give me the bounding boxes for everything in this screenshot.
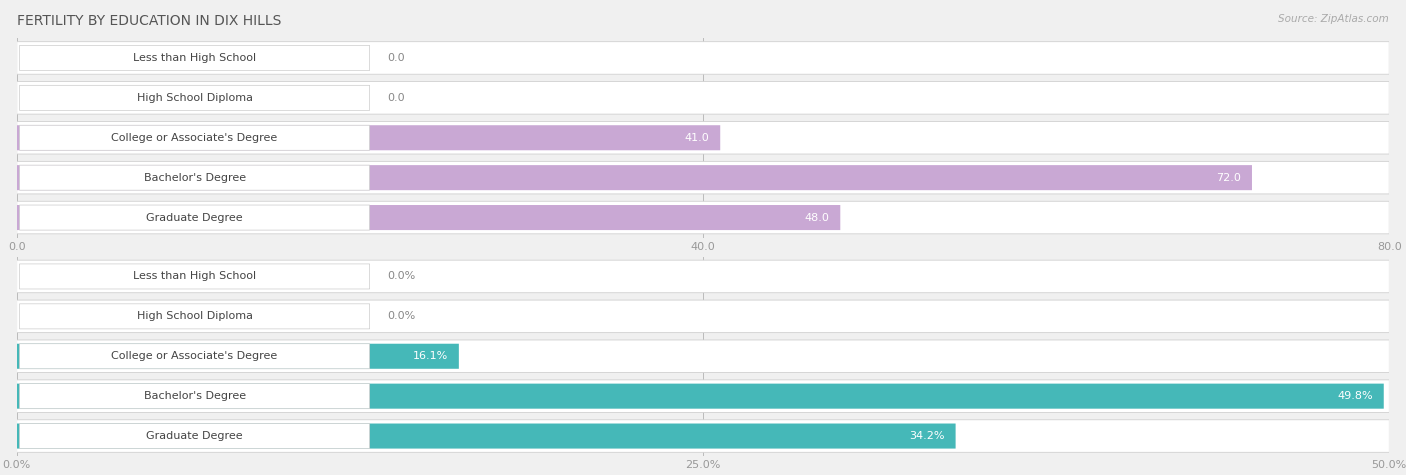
Text: 0.0: 0.0 xyxy=(388,93,405,103)
FancyBboxPatch shape xyxy=(17,125,720,150)
Text: High School Diploma: High School Diploma xyxy=(136,311,253,322)
FancyBboxPatch shape xyxy=(20,165,370,190)
Text: 49.8%: 49.8% xyxy=(1337,391,1372,401)
FancyBboxPatch shape xyxy=(17,424,956,448)
FancyBboxPatch shape xyxy=(17,82,1389,114)
Text: 0.0: 0.0 xyxy=(388,53,405,63)
FancyBboxPatch shape xyxy=(17,162,1389,194)
Text: Bachelor's Degree: Bachelor's Degree xyxy=(143,172,246,183)
FancyBboxPatch shape xyxy=(17,42,1389,74)
FancyBboxPatch shape xyxy=(17,420,1389,452)
FancyBboxPatch shape xyxy=(20,125,370,150)
FancyBboxPatch shape xyxy=(20,344,370,369)
FancyBboxPatch shape xyxy=(17,165,1251,190)
Text: 16.1%: 16.1% xyxy=(412,351,447,361)
Text: Less than High School: Less than High School xyxy=(134,53,256,63)
Text: Graduate Degree: Graduate Degree xyxy=(146,431,243,441)
FancyBboxPatch shape xyxy=(20,86,370,110)
FancyBboxPatch shape xyxy=(17,260,1389,293)
Text: Less than High School: Less than High School xyxy=(134,271,256,282)
Text: Graduate Degree: Graduate Degree xyxy=(146,212,243,223)
Text: Bachelor's Degree: Bachelor's Degree xyxy=(143,391,246,401)
Text: College or Associate's Degree: College or Associate's Degree xyxy=(111,351,278,361)
Text: 41.0: 41.0 xyxy=(685,133,709,143)
Text: 72.0: 72.0 xyxy=(1216,172,1241,183)
FancyBboxPatch shape xyxy=(17,122,1389,154)
FancyBboxPatch shape xyxy=(20,264,370,289)
FancyBboxPatch shape xyxy=(20,46,370,70)
FancyBboxPatch shape xyxy=(17,384,1384,408)
FancyBboxPatch shape xyxy=(17,344,458,369)
FancyBboxPatch shape xyxy=(20,384,370,408)
Text: 0.0%: 0.0% xyxy=(388,271,416,282)
Text: FERTILITY BY EDUCATION IN DIX HILLS: FERTILITY BY EDUCATION IN DIX HILLS xyxy=(17,14,281,28)
Text: 0.0%: 0.0% xyxy=(388,311,416,322)
Text: 34.2%: 34.2% xyxy=(910,431,945,441)
FancyBboxPatch shape xyxy=(17,205,841,230)
FancyBboxPatch shape xyxy=(17,201,1389,234)
FancyBboxPatch shape xyxy=(17,300,1389,332)
FancyBboxPatch shape xyxy=(20,424,370,448)
Text: 48.0: 48.0 xyxy=(804,212,830,223)
FancyBboxPatch shape xyxy=(20,205,370,230)
Text: High School Diploma: High School Diploma xyxy=(136,93,253,103)
FancyBboxPatch shape xyxy=(20,304,370,329)
FancyBboxPatch shape xyxy=(17,380,1389,412)
FancyBboxPatch shape xyxy=(17,340,1389,372)
Text: Source: ZipAtlas.com: Source: ZipAtlas.com xyxy=(1278,14,1389,24)
Text: College or Associate's Degree: College or Associate's Degree xyxy=(111,133,278,143)
